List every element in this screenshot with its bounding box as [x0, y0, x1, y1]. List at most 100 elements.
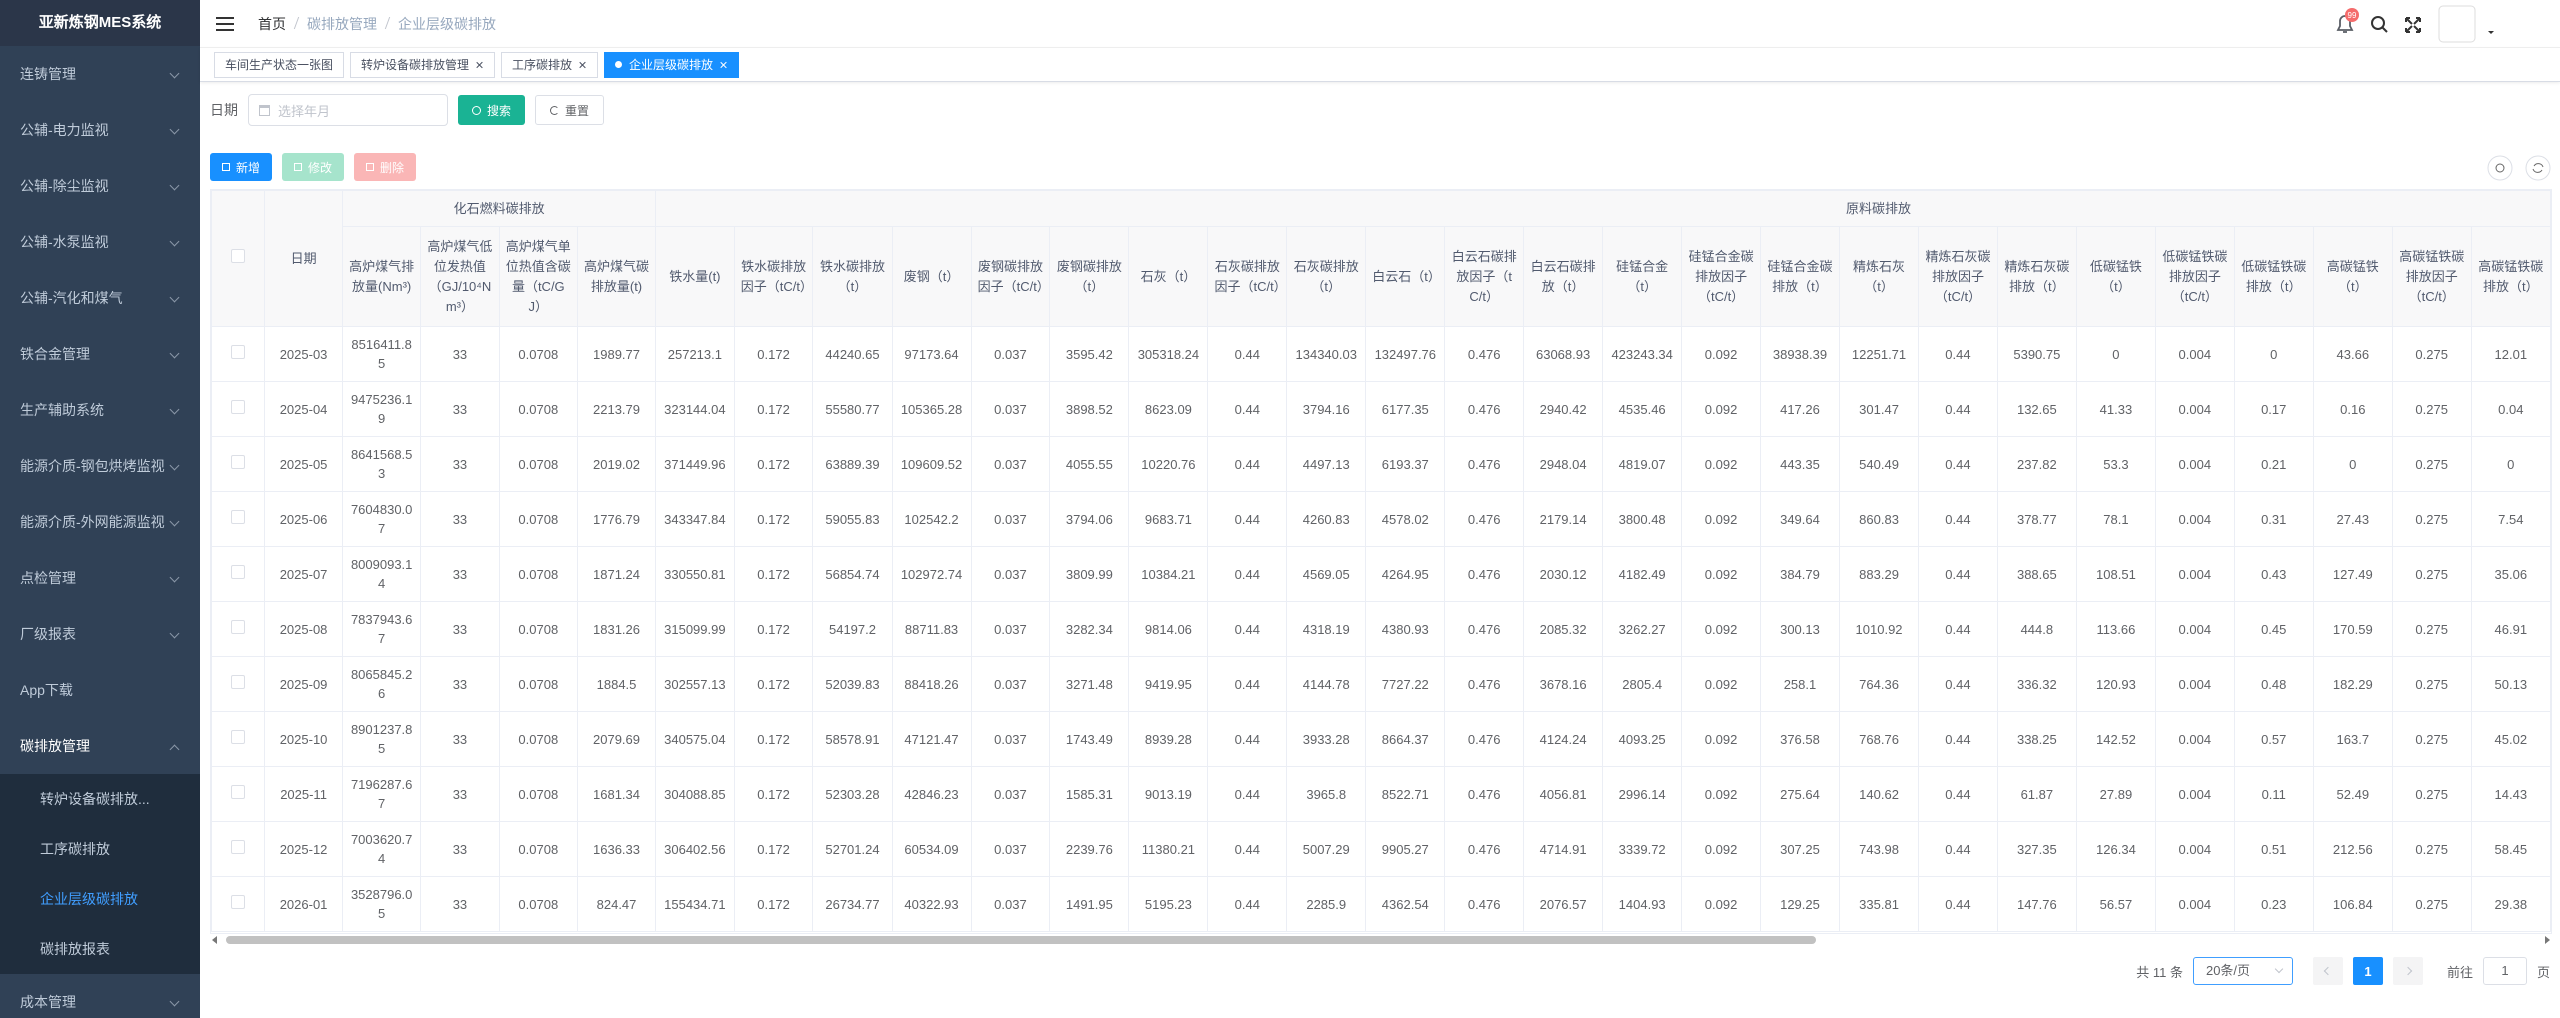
menu-item[interactable]: 点检管理 [0, 550, 200, 606]
cell: 0.44 [1918, 381, 1998, 437]
cell: 4093.25 [1602, 711, 1683, 767]
page-size[interactable]: 20条/页 [2192, 957, 2293, 985]
checkbox[interactable] [231, 674, 246, 689]
table-row[interactable]: 2025-06 7604830.07 33 0.0708 1776.79 343347.8… [211, 491, 2551, 547]
table-row[interactable]: 2025-11 7196287.67 33 0.0708 1681.34 304088.8… [211, 766, 2551, 822]
cell: 7196287.67 [342, 766, 422, 822]
refresh[interactable] [2525, 155, 2551, 181]
scrollbar[interactable] [210, 934, 2552, 946]
cell: 388.65 [1996, 546, 2077, 602]
tag[interactable]: 转炉设备碳排放管理 [350, 51, 496, 78]
separator [384, 16, 391, 29]
cell: 0.004 [2154, 436, 2235, 492]
menu-item[interactable]: 能源介质-外网能源监视 [0, 494, 200, 550]
label: 重置 [565, 103, 590, 118]
checkbox[interactable] [231, 248, 246, 263]
tag[interactable]: 工序碳排放 [501, 51, 599, 78]
menu-item[interactable]: 厂级报表 [0, 606, 200, 662]
table-row[interactable]: 2025-12 7003620.74 33 0.0708 1636.33 306402.5… [211, 821, 2551, 877]
menu-item[interactable]: 公辅-水泵监视 [0, 214, 200, 270]
checkbox[interactable] [231, 509, 246, 524]
crumb[interactable]: 碳排放管理 [307, 15, 377, 32]
search-button[interactable]: 搜索 [458, 95, 526, 125]
next[interactable] [2392, 957, 2423, 985]
table-row[interactable]: 2025-10 8901237.85 33 0.0708 2079.69 340575.0… [211, 711, 2551, 767]
table-wrap: 日期 化石燃料碳排放 原料碳排放 高炉煤气排放量(Nm³) 高炉煤气低位发热值（GJ/1… [210, 189, 2552, 934]
table-row[interactable]: 2025-08 7837943.67 33 0.0708 1831.26 315099.9… [211, 601, 2551, 657]
table-row[interactable]: 2025-07 8009093.14 33 0.0708 1871.24 330550.8… [211, 546, 2551, 602]
checkbox[interactable] [231, 894, 246, 909]
cell: 0.092 [1681, 711, 1761, 767]
month-picker[interactable]: 选择年月 [248, 94, 448, 126]
right-tools [2487, 155, 2551, 181]
goto-input[interactable]: 1 [2482, 957, 2527, 985]
cell: 105365.28 [891, 381, 972, 437]
cell: 8516411.85 [342, 326, 422, 382]
submenu-item[interactable]: 工序碳排放 [0, 824, 200, 874]
search-toggle[interactable] [2487, 155, 2513, 181]
cell: 2179.14 [1523, 491, 1604, 547]
avatar[interactable] [2438, 5, 2476, 43]
cell: 7837943.67 [342, 601, 422, 657]
checkbox[interactable] [231, 839, 246, 854]
cell: 63889.39 [812, 436, 893, 492]
cell: 0.037 [970, 491, 1051, 547]
cell: 0.44 [1918, 436, 1998, 492]
checkbox[interactable] [231, 564, 246, 579]
crumb[interactable]: 首页 [258, 15, 286, 32]
menu-item[interactable]: 公辅-汽化和煤气 [0, 270, 200, 326]
menu-item[interactable]: 能源介质-钢包烘烤监视 [0, 438, 200, 494]
cell: 53.3 [2075, 436, 2156, 492]
reset-button[interactable]: 重置 [535, 95, 605, 125]
cell: 315099.99 [655, 601, 735, 657]
tag[interactable]: 企业层级碳排放 [604, 51, 740, 78]
cell: 58578.91 [812, 711, 893, 767]
checkbox[interactable] [231, 454, 246, 469]
cell: 4318.19 [1286, 601, 1367, 657]
table-row[interactable]: 2025-03 8516411.85 33 0.0708 1989.77 257213.1… [211, 326, 2551, 382]
menu-item[interactable]: 碳排放管理 [0, 718, 200, 774]
close[interactable] [476, 61, 484, 69]
cell: 46.91 [2470, 601, 2551, 657]
cell: 4055.55 [1049, 436, 1130, 492]
checkbox[interactable] [231, 344, 246, 359]
submenu-item[interactable]: 转炉设备碳排放... [0, 774, 200, 824]
search-icon[interactable] [2371, 16, 2388, 33]
tag[interactable]: 车间生产状态一张图 [214, 51, 345, 78]
icon [550, 105, 560, 115]
menu-item[interactable]: 成本管理 [0, 974, 200, 1018]
cell: 129.25 [1759, 876, 1841, 932]
close[interactable] [579, 61, 587, 69]
checkbox[interactable] [231, 399, 246, 414]
caret[interactable] [2488, 31, 2494, 34]
menu-item[interactable]: 铁合金管理 [0, 326, 200, 382]
menu-item[interactable]: 公辅-除尘监视 [0, 158, 200, 214]
table-row[interactable]: 2025-04 9475236.19 33 0.0708 2213.79 323144.0… [211, 381, 2551, 437]
cell: 2019.02 [576, 436, 657, 492]
prev[interactable] [2312, 957, 2343, 985]
menu-item[interactable]: 连铸管理 [0, 46, 200, 102]
table-row[interactable]: 2025-05 8641568.53 33 0.0708 2019.02 371449.9… [211, 436, 2551, 492]
menu-item[interactable]: App下载 [0, 662, 200, 718]
submenu-item[interactable]: 碳排放报表 [0, 924, 200, 974]
cell: 56.57 [2075, 876, 2156, 932]
checkbox[interactable] [231, 619, 246, 634]
menu-item[interactable]: 公辅-电力监视 [0, 102, 200, 158]
checkbox[interactable] [231, 729, 246, 744]
page-number[interactable]: 1 [2352, 957, 2383, 985]
cell: 38938.39 [1759, 326, 1841, 382]
hamburger[interactable] [216, 16, 234, 31]
fullscreen-icon[interactable] [2405, 17, 2421, 33]
cell: 0.037 [970, 821, 1051, 877]
table-row[interactable]: 2026-01 3528796.05 33 0.0708 824.47 155434.71… [211, 876, 2551, 932]
cell: 0.17 [2233, 381, 2314, 437]
add-button[interactable]: 新增 [210, 153, 273, 181]
close[interactable] [720, 61, 728, 69]
cell: 33 [420, 766, 500, 822]
submenu-item[interactable]: 企业层级碳排放 [0, 874, 200, 924]
menu-item[interactable]: 生产辅助系统 [0, 382, 200, 438]
table-row[interactable]: 2025-09 8065845.26 33 0.0708 1884.5 302557.13… [211, 656, 2551, 712]
checkbox[interactable] [231, 784, 246, 799]
cell: 8641568.53 [342, 436, 422, 492]
